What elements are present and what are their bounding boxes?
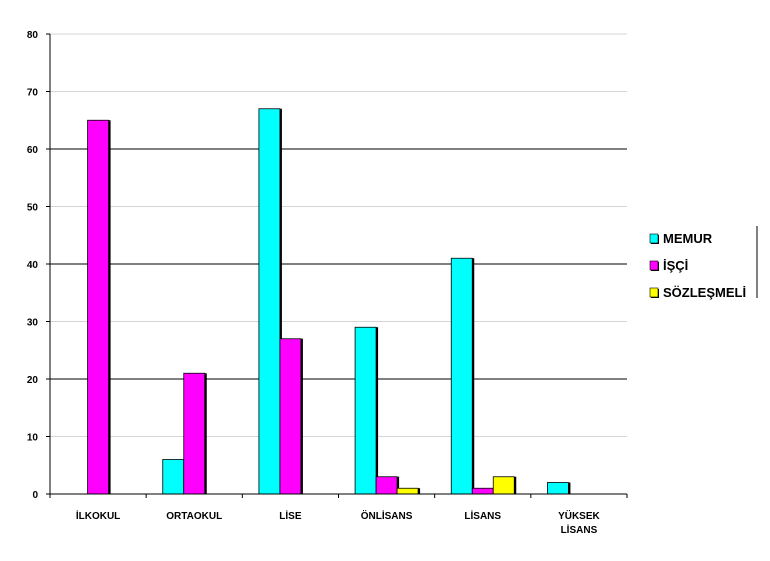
bar-i̇şçi̇-3 xyxy=(375,476,398,495)
legend-swatch-sözleşmeli̇ xyxy=(649,287,659,298)
y-tick-label-50: 50 xyxy=(27,203,39,214)
legend-label: MEMUR xyxy=(663,231,713,246)
legend-swatch-memur xyxy=(649,233,659,244)
y-tick-label-20: 20 xyxy=(27,375,39,386)
legend: MEMUR İŞÇİ SÖZLEŞMELİ xyxy=(649,226,758,300)
category-label: ORTAOKUL xyxy=(166,511,222,522)
y-tick-label-70: 70 xyxy=(27,88,39,99)
x-axis-categories: İLKOKUL ORTAOKUL LİSE ÖNLİSANS LİSANS YÜKSEKL… xyxy=(76,509,601,536)
y-tick-label-10: 10 xyxy=(27,433,39,444)
category-label: İLKOKUL xyxy=(76,509,120,522)
bar-i̇şçi̇-4 xyxy=(471,487,494,495)
y-tick-label-40: 40 xyxy=(27,260,39,271)
bar-memur-1 xyxy=(162,459,185,495)
category-label: LİSE xyxy=(279,509,302,522)
axes xyxy=(49,34,628,498)
bar-memur-4 xyxy=(450,257,473,495)
bar-memur-3 xyxy=(354,326,377,495)
bar-i̇şçi̇-2 xyxy=(279,338,302,495)
y-axis-ticks: 0 10 20 30 40 50 60 70 80 xyxy=(27,30,50,501)
bar-i̇şçi̇-0 xyxy=(87,119,109,495)
category-label: YÜKSEK xyxy=(558,509,600,522)
bar-i̇şçi̇-1 xyxy=(183,372,206,495)
category-label: ÖNLİSANS xyxy=(361,509,413,522)
y-tick-label-30: 30 xyxy=(27,318,39,329)
bar-memur-5 xyxy=(547,482,569,495)
category-label: LİSANS xyxy=(464,509,501,522)
y-tick-label-0: 0 xyxy=(32,490,38,501)
bar-sözleşmeli̇-4 xyxy=(492,476,515,495)
legend-label: SÖZLEŞMELİ xyxy=(663,285,746,300)
bar-sözleşmeli̇-3 xyxy=(396,487,419,495)
legend-swatch-i̇şçi̇ xyxy=(649,260,659,271)
bar-memur-2 xyxy=(258,108,281,495)
y-tick-label-80: 80 xyxy=(27,30,39,41)
y-tick-label-60: 60 xyxy=(27,145,39,156)
bar-series xyxy=(87,108,571,495)
gridlines xyxy=(50,33,627,437)
category-label: LİSANS xyxy=(561,523,598,536)
legend-label: İŞÇİ xyxy=(663,258,688,273)
